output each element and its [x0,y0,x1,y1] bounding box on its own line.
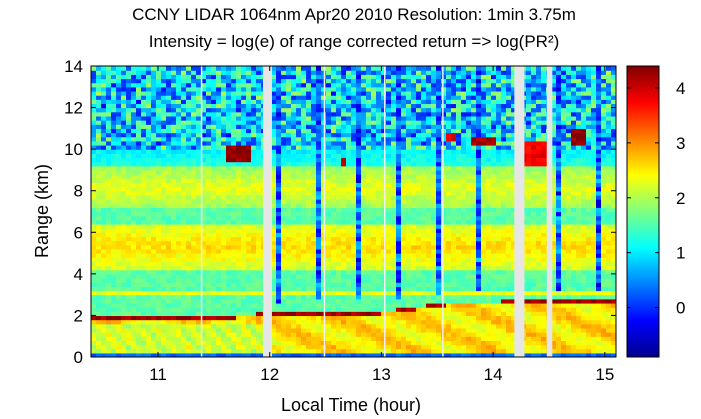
y-tick-label: 0 [74,348,83,367]
data-gap [514,66,525,357]
colorbar-tick-label: 2 [676,189,685,208]
y-tick-label: 6 [74,223,83,242]
y-tick-label: 14 [64,57,83,76]
colorbar-tick-label: 4 [676,79,685,98]
x-tick-label: 12 [260,365,279,384]
chart-title: CCNY LIDAR 1064nm Apr20 2010 Resolution:… [132,5,576,24]
y-tick-label: 4 [74,265,83,284]
y-tick-label: 10 [64,140,83,159]
data-gap [546,66,553,357]
chart-subtitle: Intensity = log(e) of range corrected re… [149,32,560,51]
colorbar [626,65,660,358]
y-tick-label: 12 [64,99,83,118]
x-tick-label: 15 [595,365,614,384]
y-axis-label: Range (km) [32,164,52,258]
data-gap [263,66,272,357]
y-axis-ticks: 0 2 4 6 8 10 12 14 [64,57,616,367]
x-tick-label: 13 [372,365,391,384]
y-tick-label: 2 [74,306,83,325]
x-axis-ticks: 11 12 13 14 15 [149,66,614,384]
plot-frame [90,65,617,358]
colorbar-tick-label: 1 [676,244,685,263]
y-tick-label: 8 [74,182,83,201]
heatmap [91,66,616,357]
colorbar-tick-label: 0 [676,299,685,318]
colorbar-tick-label: 3 [676,134,685,153]
colorbar-ticks: 0 1 2 3 4 [627,79,685,318]
x-tick-label: 11 [149,365,167,384]
x-tick-label: 14 [484,365,503,384]
x-axis-label: Local Time (hour) [281,395,421,415]
